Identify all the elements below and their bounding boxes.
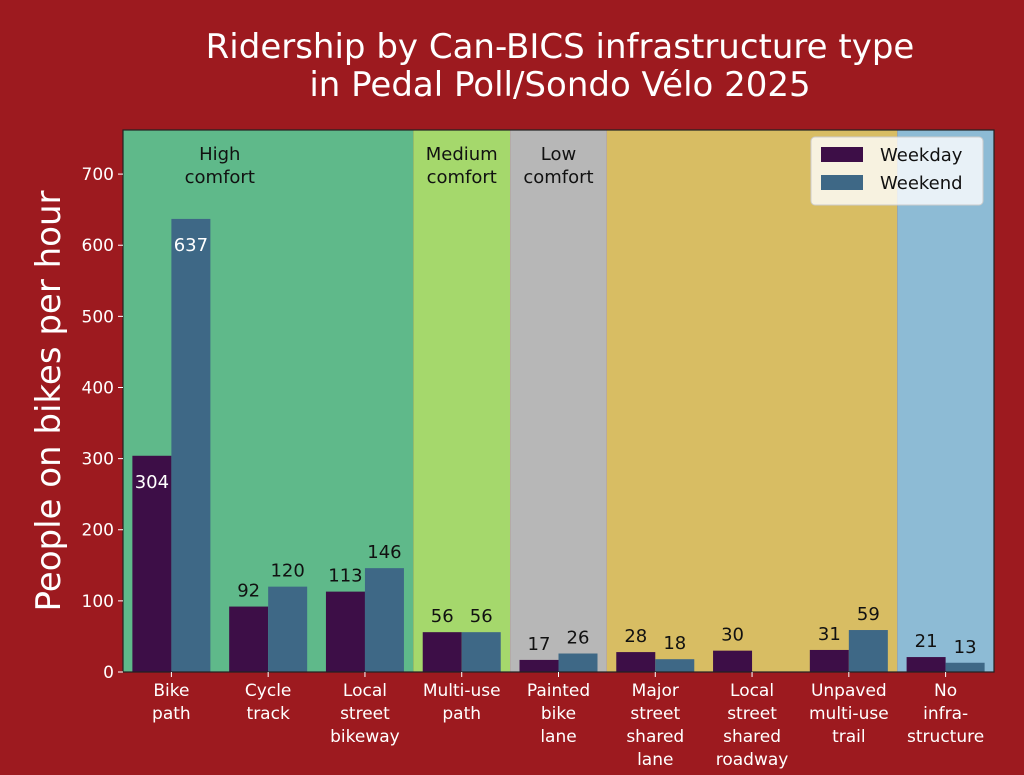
comfort-band-label: comfort xyxy=(427,167,497,188)
x-tick-label: bike xyxy=(541,704,576,724)
comfort-band xyxy=(413,130,511,672)
y-tick-label: 400 xyxy=(82,378,114,398)
comfort-band xyxy=(510,130,607,672)
x-tick-label: trail xyxy=(832,727,866,747)
y-tick-label: 500 xyxy=(82,307,114,327)
data-label: 304 xyxy=(135,472,169,493)
bar-weekend xyxy=(171,218,211,672)
x-tick-label: Cycle xyxy=(245,681,291,701)
comfort-band-label: Medium xyxy=(426,144,498,165)
legend-label: Weekend xyxy=(880,173,963,194)
bar-weekend xyxy=(848,630,888,672)
x-tick-label: Local xyxy=(730,681,774,701)
bar-weekday xyxy=(132,455,172,672)
y-tick-label: 0 xyxy=(103,663,114,683)
bar-weekday xyxy=(229,606,269,672)
data-label: 18 xyxy=(663,633,686,654)
x-tick-label: Local xyxy=(343,681,387,701)
data-label: 120 xyxy=(270,561,304,582)
chart-title-line: Ridership by Can-BICS infrastructure typ… xyxy=(206,27,915,67)
x-tick-label: Major xyxy=(632,681,679,701)
x-tick-label: shared xyxy=(626,727,684,747)
data-label: 113 xyxy=(328,566,362,587)
comfort-band-label: Low xyxy=(541,144,576,165)
x-tick-label: Bike xyxy=(153,681,189,701)
comfort-band xyxy=(606,130,898,672)
x-tick-label: street xyxy=(340,704,390,724)
x-tick-label: bikeway xyxy=(330,727,400,747)
y-tick-label: 600 xyxy=(82,236,114,256)
data-label: 17 xyxy=(528,634,551,655)
y-tick-label: 200 xyxy=(82,521,114,541)
data-label: 637 xyxy=(174,235,208,256)
bar-weekday xyxy=(422,632,462,672)
x-tick-label: structure xyxy=(907,727,984,747)
y-tick-label: 700 xyxy=(82,165,114,185)
x-tick-label: Unpaved xyxy=(811,681,887,701)
data-label: 13 xyxy=(954,637,977,658)
data-label: 59 xyxy=(857,604,880,625)
data-label: 30 xyxy=(721,625,744,646)
bar-weekend xyxy=(461,632,501,672)
x-tick-label: Painted xyxy=(527,681,590,701)
x-tick-label: roadway xyxy=(716,750,789,770)
data-label: 26 xyxy=(567,628,590,649)
x-tick-label: path xyxy=(442,704,481,724)
comfort-band-label: comfort xyxy=(523,167,593,188)
y-tick-label: 100 xyxy=(82,592,114,612)
data-label: 31 xyxy=(818,624,841,645)
bar-weekday xyxy=(519,659,559,672)
x-tick-label: path xyxy=(152,704,191,724)
comfort-band-label: comfort xyxy=(185,167,255,188)
x-tick-label: Multi-use xyxy=(423,681,501,701)
data-label: 56 xyxy=(431,606,454,627)
data-label: 28 xyxy=(624,626,647,647)
bar-weekday xyxy=(325,591,365,672)
x-tick-label: street xyxy=(630,704,680,724)
data-label: 56 xyxy=(470,606,493,627)
bar-weekend xyxy=(655,659,695,672)
x-tick-label: infra- xyxy=(923,704,968,724)
x-tick-label: track xyxy=(247,704,290,724)
bar-weekend xyxy=(945,662,985,672)
legend-label: Weekday xyxy=(880,145,963,166)
comfort-band xyxy=(897,130,994,672)
bar-weekend xyxy=(364,568,404,672)
legend-swatch-weekday xyxy=(821,147,863,162)
x-tick-label: street xyxy=(727,704,777,724)
bar-weekday xyxy=(809,649,849,672)
data-label: 92 xyxy=(237,581,260,602)
y-tick-label: 300 xyxy=(82,450,114,470)
bar-weekend xyxy=(558,653,598,672)
bar-weekday xyxy=(906,657,946,672)
legend-swatch-weekend xyxy=(821,175,863,190)
bar-weekend xyxy=(268,586,308,672)
bar-weekday xyxy=(713,650,753,672)
x-tick-label: lane xyxy=(540,727,576,747)
data-label: 21 xyxy=(915,631,938,652)
bar-weekday xyxy=(616,652,656,672)
x-tick-label: lane xyxy=(637,750,673,770)
x-tick-label: shared xyxy=(723,727,781,747)
chart-title-line: in Pedal Poll/Sondo Vélo 2025 xyxy=(309,65,810,105)
x-tick-label: multi-use xyxy=(809,704,889,724)
comfort-band-label: High xyxy=(199,144,240,165)
y-axis-label: People on bikes per hour xyxy=(29,190,69,611)
data-label: 146 xyxy=(367,542,401,563)
x-tick-label: No xyxy=(934,681,957,701)
